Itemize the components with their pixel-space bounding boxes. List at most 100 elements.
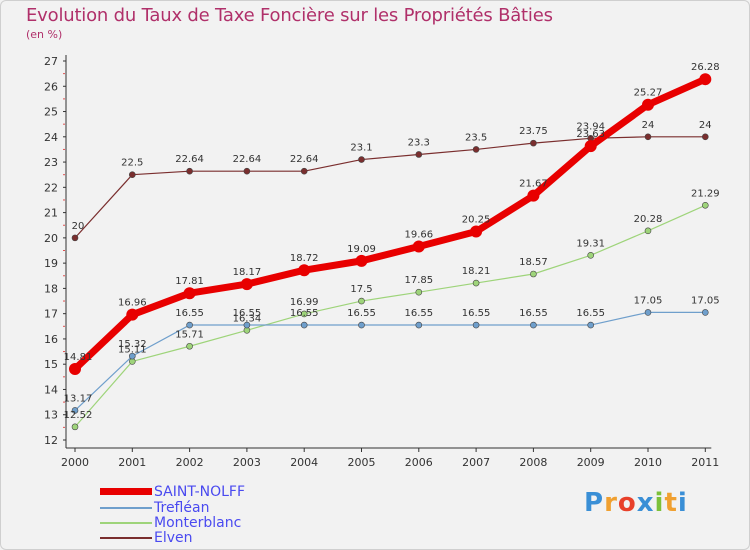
data-point — [644, 133, 652, 141]
data-label: 22.64 — [175, 154, 204, 165]
data-point — [129, 352, 136, 360]
data-point — [415, 288, 423, 296]
legend-swatch — [100, 507, 152, 509]
x-tick-label: 2004 — [290, 456, 318, 469]
series-line — [74, 136, 706, 239]
legend-label: Trefléan — [154, 500, 210, 516]
data-point — [527, 189, 540, 202]
data-label: 23.63 — [576, 129, 605, 140]
data-point — [300, 167, 308, 175]
legend-swatch — [100, 488, 152, 495]
y-tick-label: 20 — [44, 232, 58, 245]
data-point — [642, 98, 654, 111]
data-point — [701, 201, 709, 209]
data-label: 16.55 — [347, 308, 376, 319]
data-point — [701, 133, 709, 141]
data-point — [300, 321, 308, 329]
data-point — [71, 407, 79, 414]
logo-letter: i — [654, 488, 665, 518]
data-label: 20 — [72, 221, 85, 232]
y-tick-label: 23 — [44, 156, 58, 169]
data-label: 17.85 — [404, 275, 433, 286]
y-tick-label: 21 — [44, 207, 58, 220]
data-label: 16.55 — [576, 308, 605, 319]
legend-swatch — [100, 537, 152, 539]
x-tick-label: 2010 — [634, 456, 662, 469]
data-point — [243, 167, 251, 175]
data-label: 21.29 — [691, 188, 720, 199]
data-label: 25.27 — [634, 88, 663, 99]
y-tick-label: 25 — [44, 106, 58, 119]
data-label: 18.21 — [462, 266, 491, 277]
legend-label: SAINT-NOLFF — [154, 484, 246, 500]
data-label: 15.32 — [118, 339, 147, 350]
data-point — [415, 151, 423, 158]
data-point — [699, 73, 712, 86]
legend-label: Elven — [154, 530, 193, 546]
y-tick-label: 15 — [44, 358, 58, 371]
data-label: 16.55 — [290, 308, 319, 319]
data-label: 19.09 — [347, 244, 376, 255]
data-label: 13.17 — [64, 393, 93, 404]
data-label: 17.5 — [350, 284, 372, 295]
legend-label: Monterblanc — [154, 515, 242, 531]
y-tick-label: 24 — [44, 131, 58, 144]
x-tick-label: 2006 — [405, 456, 433, 469]
data-point — [644, 309, 652, 316]
data-label: 16.99 — [290, 297, 319, 308]
data-point — [587, 321, 595, 329]
data-label: 16.34 — [233, 313, 262, 324]
data-point — [644, 227, 652, 235]
y-tick-label: 26 — [44, 80, 58, 93]
data-label: 16.96 — [118, 298, 147, 309]
data-label: 19.66 — [404, 229, 433, 240]
data-point — [186, 321, 193, 329]
y-tick-label: 19 — [44, 257, 58, 270]
y-tick-label: 17 — [44, 308, 58, 321]
x-tick-label: 2005 — [348, 456, 376, 469]
data-point — [71, 234, 79, 242]
data-label: 18.72 — [290, 253, 319, 264]
y-tick-label: 12 — [44, 434, 58, 447]
data-label: 14.81 — [64, 352, 93, 363]
data-point — [530, 139, 537, 147]
data-point — [298, 264, 311, 277]
data-label: 12.52 — [64, 410, 93, 421]
logo-letter: o — [617, 488, 637, 518]
data-point — [701, 309, 709, 316]
data-point — [240, 278, 253, 291]
y-tick-label: 13 — [44, 409, 58, 422]
data-point — [183, 287, 196, 300]
data-label: 22.64 — [233, 154, 262, 165]
logo-letter: P — [584, 488, 605, 518]
data-point — [300, 310, 308, 318]
data-label: 23.1 — [350, 143, 372, 154]
series-line — [74, 311, 706, 412]
x-tick-label: 2003 — [233, 456, 261, 469]
y-tick-label: 16 — [44, 333, 58, 346]
data-point — [358, 156, 365, 163]
data-label: 16.55 — [462, 308, 491, 319]
data-point — [126, 308, 139, 321]
data-label: 15.11 — [118, 344, 147, 355]
data-label: 22.5 — [121, 158, 143, 169]
data-label: 23.94 — [576, 121, 605, 132]
data-label: 17.81 — [175, 276, 204, 287]
data-label: 23.75 — [519, 126, 548, 137]
data-point — [358, 321, 365, 329]
x-tick-label: 2000 — [61, 456, 89, 469]
data-label: 24 — [699, 120, 712, 131]
data-point — [472, 321, 480, 329]
data-label: 17.05 — [691, 295, 720, 306]
y-tick-label: 14 — [44, 383, 58, 396]
data-point — [243, 321, 251, 329]
chart-subtitle: (en %) — [26, 28, 63, 41]
x-tick-label: 2009 — [577, 456, 605, 469]
data-label: 16.55 — [233, 308, 262, 319]
data-point — [358, 297, 365, 305]
data-label: 22.64 — [290, 154, 319, 165]
proxiti-logo: Proxiti — [584, 488, 688, 518]
logo-letter: i — [677, 488, 688, 518]
y-tick-label: 27 — [44, 55, 58, 68]
